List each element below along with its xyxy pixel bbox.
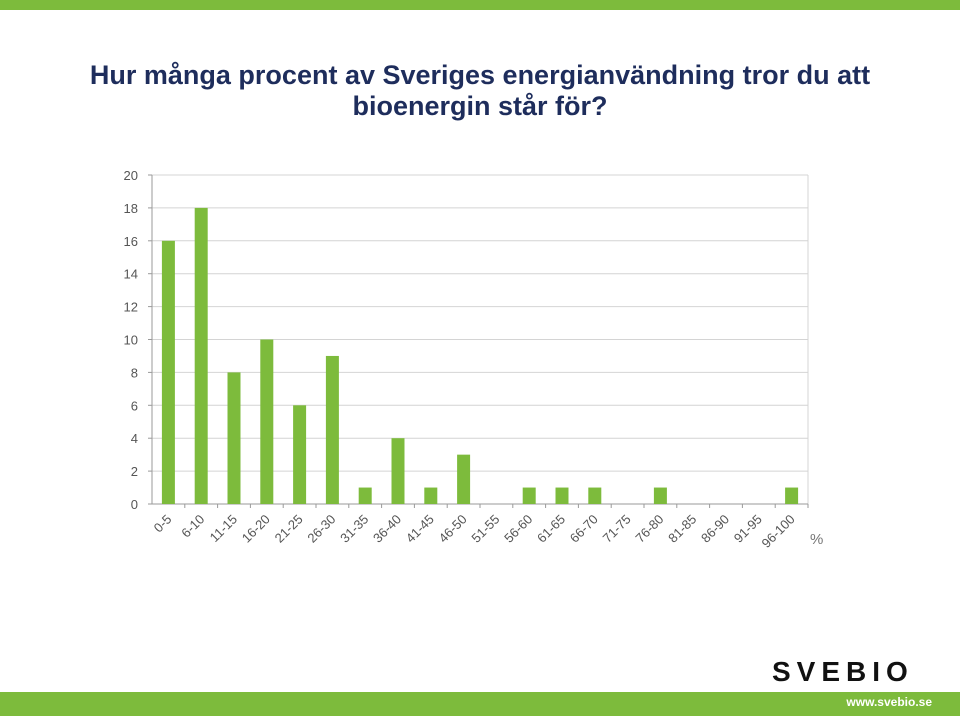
y-tick-label: 0 [131, 497, 138, 512]
top-accent-bar [0, 0, 960, 10]
x-axis-label: % [810, 531, 823, 548]
chart-axes [148, 174, 809, 508]
y-tick-label: 8 [131, 365, 138, 380]
bar [785, 487, 799, 504]
bar [194, 207, 208, 504]
bar [424, 487, 438, 504]
y-tick-label: 20 [124, 168, 138, 183]
bar [227, 372, 241, 504]
x-tick-label: 76-80 [632, 512, 666, 546]
x-tick-label: 31-35 [337, 512, 371, 546]
x-tick-label: 21-25 [272, 512, 306, 546]
bar [260, 339, 274, 504]
x-tick-label: 41-45 [403, 512, 437, 546]
y-tick-label: 16 [124, 234, 138, 249]
bar [653, 487, 667, 504]
y-tick-label: 12 [124, 300, 138, 315]
bar [358, 487, 372, 504]
chart-grid [152, 174, 809, 504]
bar [293, 405, 307, 504]
y-tick-label: 2 [131, 464, 138, 479]
title-line-1: Hur många procent av Sveriges energianvä… [89, 60, 871, 90]
x-tick-label: 86-90 [698, 512, 732, 546]
x-tick-label: 56-60 [501, 512, 535, 546]
y-tick-label: 14 [124, 267, 138, 282]
x-tick-label: 11-15 [207, 512, 240, 545]
x-tick-label: 6-10 [178, 512, 207, 541]
x-tick-label: 81-85 [665, 512, 699, 546]
x-tick-label: 66-70 [567, 512, 601, 546]
page-title: Hur många procent av Sveriges energianvä… [40, 60, 920, 122]
footer-url: www.svebio.se [846, 695, 932, 709]
bar [522, 487, 536, 504]
x-tick-label: 96-100 [758, 512, 797, 551]
y-tick-label: 6 [131, 398, 138, 413]
x-tick-label: 36-40 [370, 512, 404, 546]
x-tick-label: 0-5 [151, 512, 175, 536]
logo-text: SVEBIO [772, 656, 914, 686]
y-tick-label: 10 [124, 333, 138, 348]
y-tick-label: 18 [124, 201, 138, 216]
svebio-logo: SVEBIO [772, 656, 914, 686]
title-line-2: bioenergin står för? [352, 91, 608, 121]
x-tick-label: 16-20 [239, 512, 273, 546]
x-tick-label: 26-30 [304, 512, 338, 546]
bar [325, 355, 339, 504]
x-tick-label: 46-50 [436, 512, 470, 546]
bar [161, 240, 175, 505]
x-tick-label: 51-55 [468, 512, 502, 546]
y-tick-label: 4 [131, 431, 138, 446]
chart-bars [161, 207, 799, 505]
bar [457, 454, 471, 504]
bar-chart: 0 2 4 6 8 10 12 14 16 18 20 0-5 6-10 11-1516-2021-252… [124, 168, 824, 551]
bar [391, 438, 405, 504]
x-tick-label: 71-75 [600, 512, 634, 546]
bar [555, 487, 569, 504]
bottom-accent-bar [0, 692, 960, 716]
x-tick-label: 61-65 [534, 512, 568, 546]
bar [588, 487, 602, 504]
